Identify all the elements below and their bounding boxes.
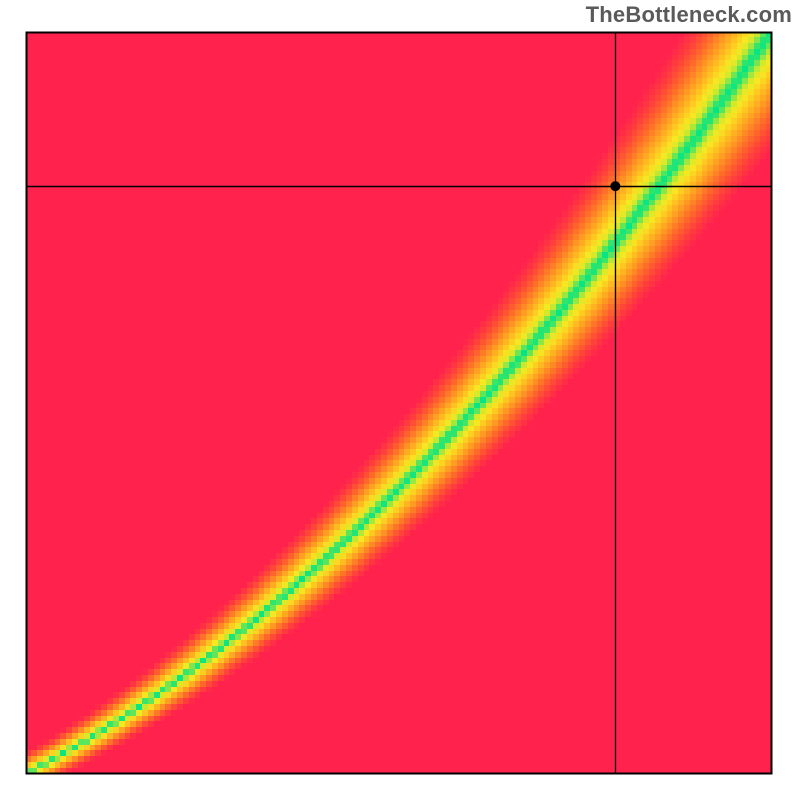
figure-container: TheBottleneck.com — [0, 0, 800, 800]
overlay-canvas — [0, 0, 800, 800]
